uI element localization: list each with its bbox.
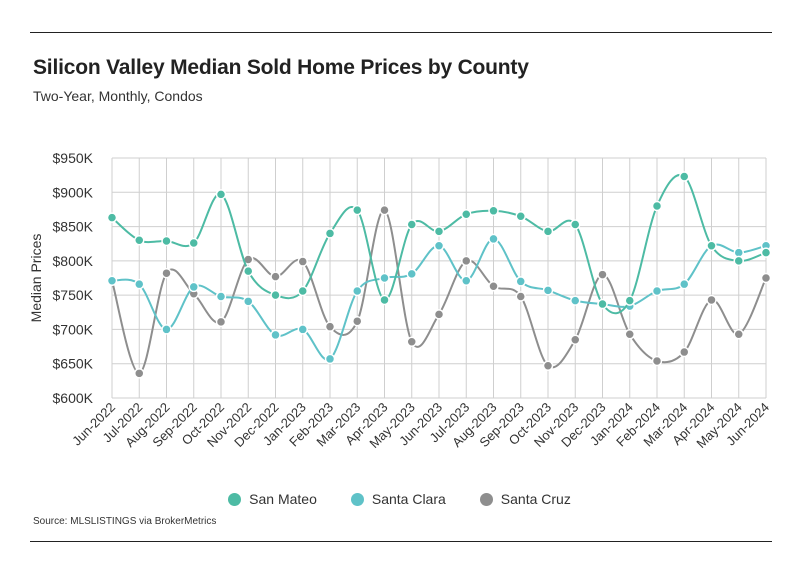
data-point-san-mateo[interactable] — [488, 205, 499, 217]
data-point-santa-cruz[interactable] — [624, 328, 635, 340]
legend-swatch-san-mateo — [228, 492, 242, 506]
data-point-santa-cruz[interactable] — [161, 267, 172, 279]
data-point-santa-cruz[interactable] — [352, 315, 363, 327]
legend: San Mateo Santa Clara Santa Cruz — [0, 491, 799, 507]
y-tick-label: $750K — [53, 287, 94, 303]
series-san-mateo — [106, 171, 772, 315]
grid — [111, 157, 767, 399]
y-tick-label: $650K — [53, 356, 94, 372]
y-axis-label: Median Prices — [28, 234, 44, 323]
data-point-santa-clara[interactable] — [243, 296, 254, 307]
data-point-santa-cruz[interactable] — [379, 204, 390, 216]
data-point-san-mateo[interactable] — [624, 295, 635, 306]
legend-swatch-santa-cruz — [479, 492, 493, 506]
series-santa-cruz — [106, 204, 772, 379]
legend-label-san-mateo: San Mateo — [249, 491, 317, 507]
data-point-san-mateo[interactable] — [433, 226, 445, 237]
data-point-san-mateo[interactable] — [215, 189, 227, 200]
data-point-santa-clara[interactable] — [324, 353, 336, 365]
data-point-san-mateo[interactable] — [461, 208, 472, 220]
data-point-santa-cruz[interactable] — [760, 272, 772, 284]
data-point-santa-clara[interactable] — [433, 240, 445, 252]
data-point-san-mateo[interactable] — [188, 237, 199, 249]
data-point-santa-cruz[interactable] — [134, 368, 145, 379]
data-point-santa-clara[interactable] — [379, 272, 390, 284]
bottom-rule — [30, 541, 772, 542]
legend-label-santa-clara: Santa Clara — [371, 491, 446, 507]
y-tick-label: $700K — [53, 321, 94, 337]
data-point-santa-cruz[interactable] — [297, 256, 308, 267]
data-point-santa-cruz[interactable] — [597, 269, 608, 280]
legend-item-santa-cruz[interactable]: Santa Cruz — [479, 491, 571, 507]
y-tick-label: $850K — [53, 219, 94, 235]
data-point-santa-cruz[interactable] — [706, 294, 717, 306]
data-point-san-mateo[interactable] — [570, 219, 581, 230]
data-point-santa-cruz[interactable] — [542, 360, 554, 372]
chart-subtitle: Two-Year, Monthly, Condos — [33, 88, 203, 104]
data-point-santa-cruz[interactable] — [651, 355, 663, 367]
y-tick-label: $600K — [53, 390, 94, 406]
data-point-santa-clara[interactable] — [406, 268, 417, 280]
data-point-santa-cruz[interactable] — [433, 309, 445, 320]
data-point-san-mateo[interactable] — [679, 171, 690, 182]
data-point-san-mateo[interactable] — [379, 294, 390, 306]
data-point-santa-cruz[interactable] — [406, 336, 417, 348]
data-point-san-mateo[interactable] — [515, 211, 526, 222]
data-point-santa-cruz[interactable] — [679, 346, 690, 358]
data-point-santa-clara[interactable] — [134, 278, 145, 290]
data-point-santa-clara[interactable] — [461, 275, 472, 286]
data-point-san-mateo[interactable] — [243, 265, 254, 277]
chart-title: Silicon Valley Median Sold Home Prices b… — [33, 56, 529, 79]
legend-swatch-santa-clara — [350, 492, 364, 506]
data-point-san-mateo[interactable] — [733, 255, 744, 267]
data-point-santa-clara[interactable] — [188, 281, 199, 293]
legend-label-santa-cruz: Santa Cruz — [500, 491, 571, 507]
data-point-san-mateo[interactable] — [542, 226, 554, 237]
data-point-san-mateo[interactable] — [760, 247, 772, 258]
data-point-santa-clara[interactable] — [215, 291, 227, 302]
y-tick-label: $800K — [53, 253, 94, 269]
data-point-san-mateo[interactable] — [161, 235, 172, 247]
data-point-santa-cruz[interactable] — [515, 291, 526, 302]
data-point-san-mateo[interactable] — [106, 212, 118, 223]
y-tick-label: $950K — [53, 150, 94, 166]
data-point-san-mateo[interactable] — [352, 204, 363, 216]
data-point-santa-clara[interactable] — [542, 285, 554, 296]
legend-item-santa-clara[interactable]: Santa Clara — [350, 491, 446, 507]
data-point-san-mateo[interactable] — [270, 289, 281, 301]
data-point-santa-cruz[interactable] — [461, 255, 472, 267]
data-point-san-mateo[interactable] — [597, 298, 608, 310]
legend-item-san-mateo[interactable]: San Mateo — [228, 491, 317, 507]
data-point-santa-clara[interactable] — [106, 275, 118, 286]
data-point-santa-clara[interactable] — [515, 276, 526, 287]
data-point-santa-clara[interactable] — [297, 324, 308, 335]
data-point-santa-clara[interactable] — [679, 278, 690, 290]
data-point-santa-clara[interactable] — [352, 285, 363, 297]
data-point-san-mateo[interactable] — [324, 228, 336, 239]
data-point-santa-cruz[interactable] — [488, 280, 499, 292]
series-santa-clara — [106, 233, 772, 365]
data-point-san-mateo[interactable] — [297, 285, 308, 297]
data-point-santa-clara[interactable] — [570, 295, 581, 306]
top-rule — [30, 32, 772, 33]
data-point-san-mateo[interactable] — [706, 240, 717, 252]
data-point-san-mateo[interactable] — [134, 235, 145, 246]
data-point-santa-cruz[interactable] — [324, 321, 336, 332]
data-point-santa-clara[interactable] — [488, 233, 499, 245]
data-point-santa-clara[interactable] — [270, 329, 281, 341]
data-point-san-mateo[interactable] — [406, 219, 417, 230]
line-chart: $600K $650K $700K $750K $800K $850K $900K $950K… — [28, 150, 772, 451]
source-note: Source: MLSLISTINGS via BrokerMetrics — [33, 516, 217, 527]
y-tick-label: $900K — [53, 184, 94, 200]
data-point-santa-cruz[interactable] — [733, 328, 744, 340]
data-point-santa-clara[interactable] — [161, 324, 172, 335]
data-point-santa-cruz[interactable] — [570, 334, 581, 345]
data-point-santa-cruz[interactable] — [215, 316, 227, 328]
data-point-santa-clara[interactable] — [651, 285, 663, 297]
data-point-santa-cruz[interactable] — [270, 271, 281, 282]
data-point-san-mateo[interactable] — [651, 200, 663, 212]
